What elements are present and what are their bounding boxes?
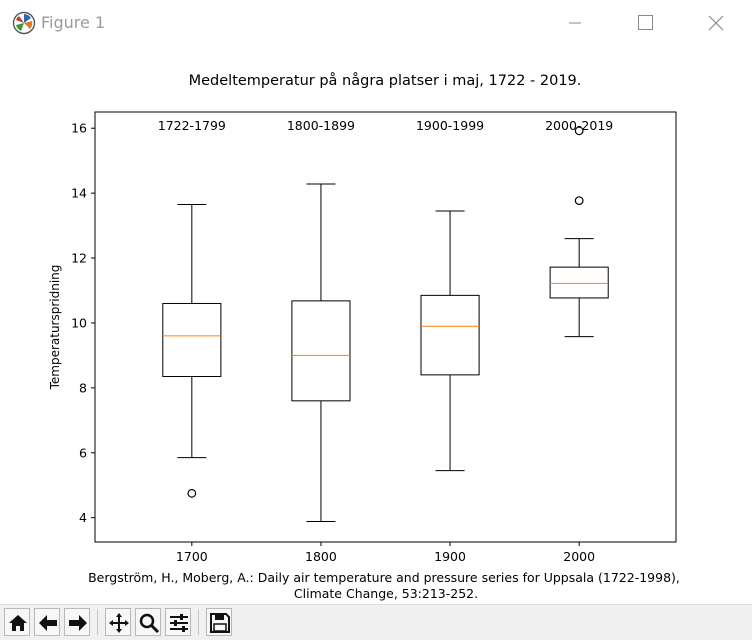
save-icon xyxy=(210,613,230,633)
box-iqr xyxy=(291,300,351,402)
navigation-toolbar xyxy=(0,604,752,640)
maximize-button[interactable] xyxy=(622,0,668,46)
x-tick-label: 1900 xyxy=(434,549,466,564)
y-tick-label: 6 xyxy=(79,445,87,460)
zoom-button[interactable] xyxy=(135,608,161,636)
y-tick-label: 14 xyxy=(71,186,87,201)
back-button[interactable] xyxy=(34,608,60,636)
box-iqr xyxy=(549,266,609,299)
home-button[interactable] xyxy=(4,608,30,636)
period-label: 1722-1799 xyxy=(158,118,226,133)
home-icon xyxy=(9,615,27,631)
x-tick-label: 2000 xyxy=(563,549,595,564)
chart-title: Medeltemperatur på några platser i maj, … xyxy=(189,72,582,89)
caption-line-1: Bergström, H., Moberg, A.: Daily air tem… xyxy=(88,570,680,585)
matplotlib-logo-icon xyxy=(12,11,36,35)
y-tick-label: 16 xyxy=(71,121,87,136)
back-icon xyxy=(39,615,57,631)
save-button[interactable] xyxy=(206,608,232,636)
minimize-button[interactable] xyxy=(552,0,598,46)
pan-icon xyxy=(109,613,129,633)
configure-subplots-icon xyxy=(170,614,188,632)
pan-button[interactable] xyxy=(105,608,131,636)
configure-subplots-button[interactable] xyxy=(165,608,191,636)
y-tick-label: 10 xyxy=(71,315,87,330)
box-iqr xyxy=(162,302,222,377)
y-axis-label: Temperaturspridning xyxy=(48,265,62,391)
box-plot-chart: Medeltemperatur på några platser i maj, … xyxy=(48,72,680,601)
window-titlebar: Figure 1 xyxy=(0,0,752,46)
outlier-point xyxy=(187,488,197,498)
x-tick-label: 1700 xyxy=(176,549,208,564)
y-tick-label: 12 xyxy=(71,251,87,266)
figure-canvas: Medeltemperatur på några platser i maj, … xyxy=(0,46,752,604)
forward-icon xyxy=(69,615,87,631)
maximize-icon xyxy=(638,15,653,30)
caption-line-2: Climate Change, 53:213-252. xyxy=(294,586,478,601)
forward-button[interactable] xyxy=(64,608,90,636)
box-iqr xyxy=(420,294,480,376)
period-label: 1900-1999 xyxy=(416,118,484,133)
toolbar-separator xyxy=(198,609,199,635)
y-tick-label: 8 xyxy=(79,380,87,395)
outlier-point xyxy=(574,126,584,136)
zoom-icon xyxy=(139,613,160,634)
period-label: 1800-1899 xyxy=(287,118,355,133)
outlier-point xyxy=(574,196,584,205)
y-tick-label: 4 xyxy=(79,510,87,525)
minimize-icon xyxy=(569,22,581,24)
window-title: Figure 1 xyxy=(41,13,106,32)
close-button[interactable] xyxy=(692,0,738,46)
toolbar-separator xyxy=(97,609,98,635)
close-icon xyxy=(708,15,724,31)
axes-frame xyxy=(94,111,677,543)
x-tick-label: 1800 xyxy=(305,549,337,564)
period-label: 2000-2019 xyxy=(545,118,613,133)
